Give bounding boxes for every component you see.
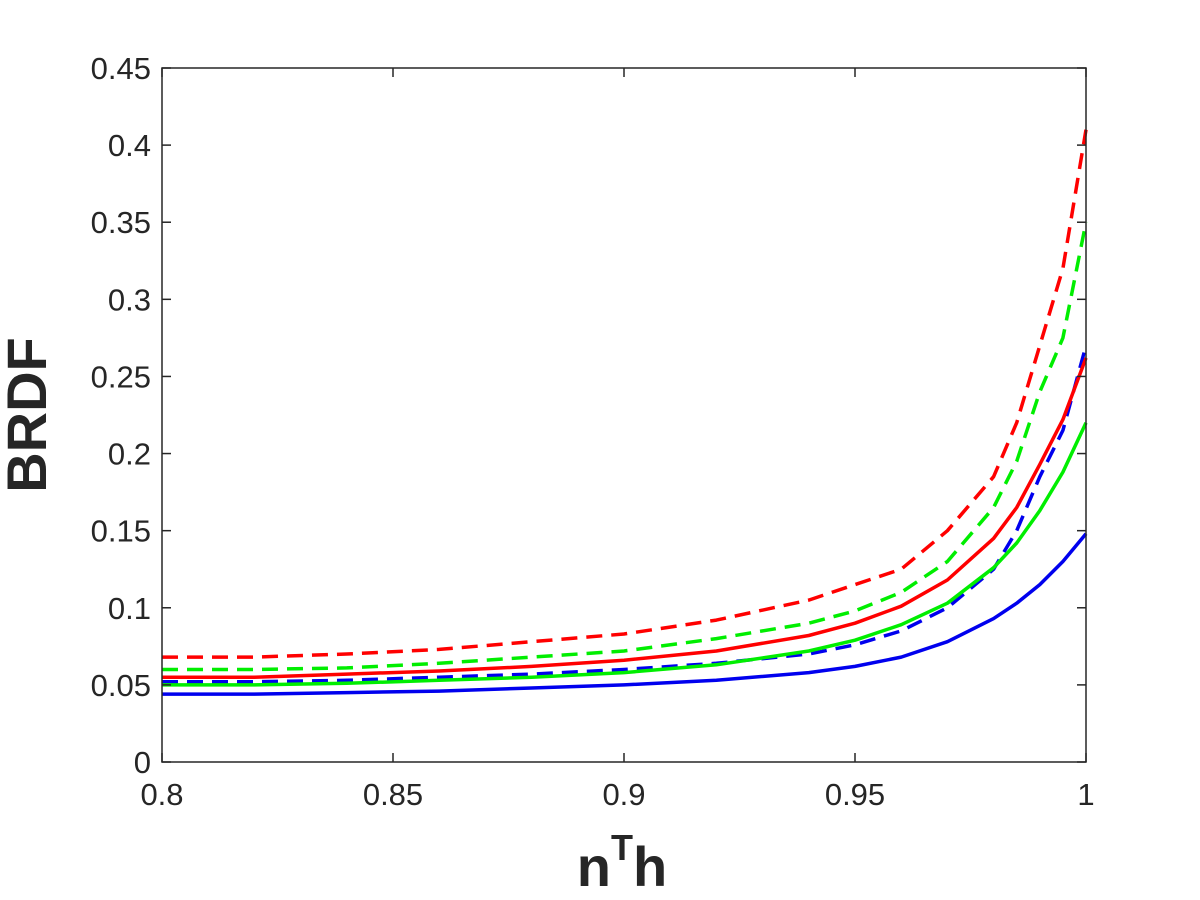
y-tick-label: 0.4: [108, 128, 151, 163]
series-line-3-dashed: [162, 345, 1088, 684]
series-line-1-dashed: [162, 129, 1088, 659]
x-axis-label: nTh: [577, 827, 667, 898]
y-tick-label: 0.1: [108, 591, 151, 626]
series-line-5-solid: [162, 421, 1088, 687]
y-tick-label: 0.15: [91, 514, 151, 549]
series-line-6-solid: [162, 532, 1088, 696]
y-tick-label: 0.3: [108, 282, 151, 317]
y-axis-label: BRDF: [0, 337, 58, 493]
series-line-4-solid: [162, 357, 1088, 679]
tick-layer: [161, 67, 1087, 763]
x-tick-labels: 0.8 0.85 0.9 0.95 1: [140, 777, 1094, 812]
y-tick-label: 0.35: [91, 205, 151, 240]
y-tick-labels: 0 0.05 0.1 0.15 0.2 0.25 0.3 0.35 0.4 0.45: [91, 51, 151, 780]
series-layer: [162, 129, 1088, 696]
y-tick-label: 0: [134, 745, 151, 780]
y-tick-label: 0.45: [91, 51, 151, 86]
y-tick-label: 0.25: [91, 359, 151, 394]
x-axis-label-tail: h: [633, 835, 667, 898]
x-axis-label-sup: T: [611, 827, 633, 868]
x-tick-label: 0.85: [363, 777, 423, 812]
series-line-2-dashed: [162, 221, 1088, 672]
y-tick-label: 0.05: [91, 668, 151, 703]
x-tick-label: 0.8: [140, 777, 183, 812]
x-tick-label: 0.9: [602, 777, 645, 812]
y-tick-label: 0.2: [108, 437, 151, 472]
x-tick-label: 0.95: [825, 777, 885, 812]
x-tick-label: 1: [1077, 777, 1094, 812]
x-axis-label-base: n: [577, 835, 611, 898]
plot-area: [162, 68, 1086, 762]
